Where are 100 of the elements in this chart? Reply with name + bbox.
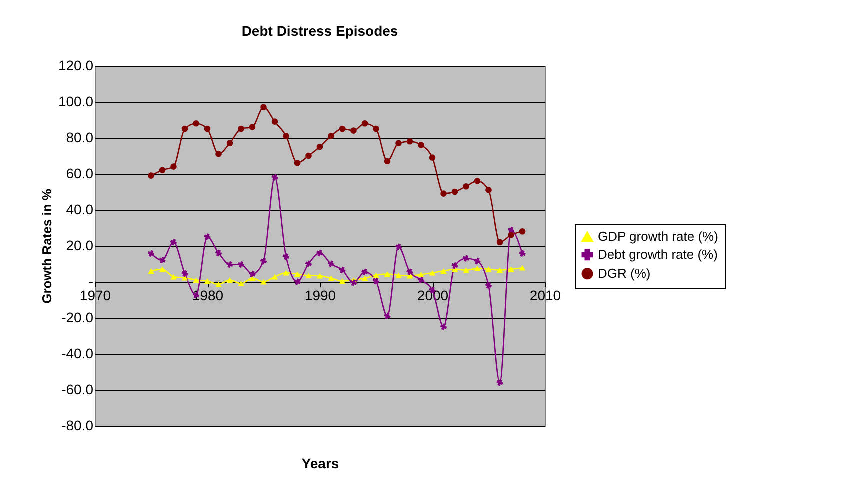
point <box>305 260 312 268</box>
point <box>148 172 154 179</box>
point <box>440 268 447 274</box>
point <box>148 268 154 274</box>
point <box>204 278 211 284</box>
point <box>396 272 402 278</box>
point <box>260 258 268 265</box>
point <box>429 154 436 161</box>
point <box>159 256 166 264</box>
point <box>260 279 267 285</box>
point <box>519 228 526 235</box>
chart-title: Debt Distress Episodes <box>242 23 398 39</box>
point <box>272 118 278 125</box>
y-tick-label: -80.0 <box>62 418 94 434</box>
point <box>249 124 256 130</box>
point <box>249 270 256 278</box>
point <box>328 133 334 140</box>
point <box>204 126 211 132</box>
point <box>193 277 200 283</box>
point <box>182 126 188 132</box>
point <box>339 266 346 274</box>
point <box>463 183 470 190</box>
point <box>215 250 222 257</box>
point <box>283 270 290 276</box>
point <box>272 274 278 280</box>
legend-label: DGR (%) <box>598 266 651 281</box>
point <box>216 151 222 158</box>
point <box>384 272 391 277</box>
point <box>316 273 324 279</box>
x-tick-label: 1990 <box>304 288 336 304</box>
point <box>294 160 301 166</box>
y-tick-label: 120.0 <box>58 58 94 74</box>
point <box>440 324 448 330</box>
point <box>452 188 458 196</box>
point <box>429 270 436 276</box>
point <box>508 232 514 238</box>
point <box>350 128 357 134</box>
point <box>294 278 301 286</box>
point <box>339 278 346 284</box>
point <box>508 266 514 272</box>
point <box>372 278 380 285</box>
y-tick-label: 20.0 <box>66 238 94 254</box>
point <box>463 268 470 274</box>
point <box>238 261 245 268</box>
point <box>328 276 334 282</box>
point <box>148 250 155 258</box>
point <box>362 268 368 276</box>
point <box>384 158 391 165</box>
point <box>226 261 234 268</box>
point <box>496 379 504 386</box>
point <box>182 275 188 281</box>
point <box>373 126 380 132</box>
point <box>328 260 335 268</box>
point <box>486 266 492 272</box>
point <box>282 253 290 260</box>
point <box>306 272 312 278</box>
point <box>238 126 244 132</box>
legend-label: GDP growth rate (%) <box>598 228 718 244</box>
y-tick-label: 100.0 <box>58 94 94 110</box>
point <box>384 312 391 320</box>
point <box>283 133 290 140</box>
y-tick-label: -60.0 <box>62 382 94 398</box>
y-tick-label: 40.0 <box>66 202 94 218</box>
point <box>474 178 481 184</box>
point <box>406 138 414 145</box>
point <box>294 272 301 277</box>
x-tick-label: 1970 <box>80 288 112 304</box>
point <box>272 174 278 182</box>
point <box>170 238 178 246</box>
point <box>440 190 447 197</box>
point <box>519 250 526 258</box>
point <box>170 164 177 170</box>
point <box>396 140 402 147</box>
point <box>238 281 244 287</box>
point <box>350 279 358 286</box>
y-tick-label: -20.0 <box>62 310 94 326</box>
point <box>182 270 188 278</box>
point <box>339 126 346 132</box>
point <box>474 258 481 265</box>
point <box>462 255 470 262</box>
point <box>452 262 458 270</box>
x-axis-title: Years <box>302 456 340 472</box>
point <box>362 276 368 282</box>
point <box>216 282 222 288</box>
point <box>204 234 211 240</box>
point <box>159 167 166 174</box>
point <box>170 274 177 280</box>
x-tick-label: 2010 <box>530 288 562 304</box>
y-tick-label: - <box>88 274 94 290</box>
y-tick-label: -40.0 <box>62 346 94 362</box>
point <box>418 272 424 278</box>
point <box>519 265 526 271</box>
point <box>159 266 166 272</box>
y-tick-label: 60.0 <box>66 166 94 182</box>
y-axis-title: Growth Rates in % <box>39 188 54 304</box>
point <box>260 104 267 111</box>
point <box>316 144 324 150</box>
point <box>418 142 424 148</box>
point <box>485 282 492 290</box>
point <box>496 268 504 274</box>
